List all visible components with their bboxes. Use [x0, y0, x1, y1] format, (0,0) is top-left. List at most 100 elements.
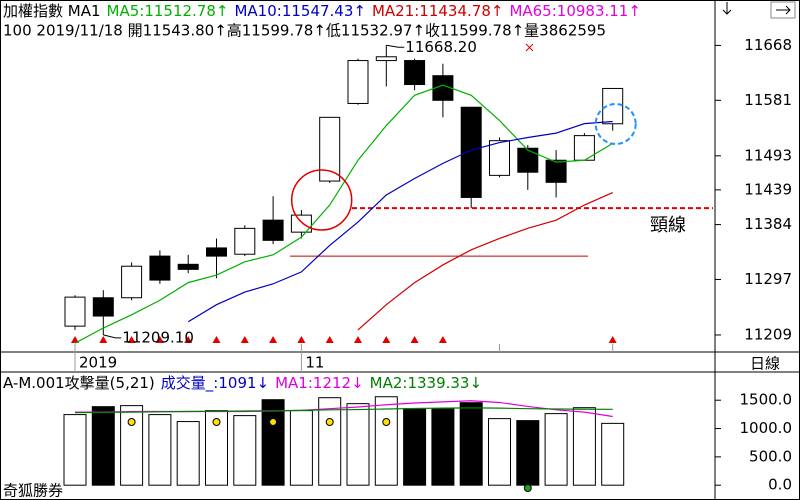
- volume-bar: [374, 396, 398, 486]
- candle-body: [347, 60, 369, 104]
- signal-dot: [325, 418, 334, 426]
- signal-marker: [99, 336, 108, 343]
- signal-marker: [155, 336, 164, 343]
- signal-marker: [354, 336, 362, 343]
- legend-entry: MA21:11434.78↑: [372, 2, 503, 20]
- y-tick-label: 1000.0: [740, 419, 793, 437]
- volume-bar: [431, 408, 455, 486]
- signal-dot: [382, 418, 391, 426]
- signal-marker: [212, 336, 221, 343]
- ma-line: [357, 191, 613, 331]
- signal-dot: [523, 484, 532, 492]
- signal-dot: [212, 418, 221, 426]
- signal-marker: [608, 336, 617, 343]
- volume-bar: [63, 414, 87, 486]
- signal-marker: [269, 336, 278, 343]
- annotation: 11209.10: [122, 328, 194, 346]
- volume-bar: [459, 402, 483, 486]
- scroll-icon[interactable]: [722, 1, 796, 19]
- signal-marker: [382, 336, 391, 343]
- candle-body: [121, 265, 143, 299]
- candle-body: [432, 75, 454, 101]
- y-tick-label: 11297: [744, 270, 792, 288]
- annotation-leader: [103, 334, 122, 339]
- candle-body: [262, 219, 284, 241]
- legend-entry: 成交量_:1091↓: [161, 374, 269, 393]
- candle-body: [177, 263, 199, 270]
- legend-entry: MA10:11547.43↑: [234, 2, 365, 20]
- candle-body: [92, 297, 114, 317]
- signal-marker: [127, 336, 136, 343]
- candle-body: [206, 247, 227, 257]
- annotation: 11668.20: [405, 38, 477, 56]
- volume-bar: [346, 403, 370, 486]
- y-tick-label: 11493: [744, 146, 792, 164]
- volume-bar: [403, 408, 427, 486]
- y-tick-label: 0.0: [768, 476, 792, 494]
- candle-body: [489, 140, 510, 176]
- candle-body: [290, 214, 312, 233]
- legend: MA5:11512.78↑ MA10:11547.43↑ MA21:11434.78…: [107, 2, 641, 20]
- volume-bar: [233, 415, 257, 486]
- legend-entry: MA5:11512.78↑: [107, 2, 229, 20]
- neckline-label: 頸線: [650, 215, 686, 236]
- candle-body: [149, 255, 171, 281]
- signal-dot: [269, 418, 278, 426]
- chart-subtitle: 100 2019/11/18 開11543.80↑高11599.78↑低1153…: [3, 22, 606, 40]
- footer: 奇狐勝券: [3, 482, 63, 500]
- legend-entry: MA1:1212↓: [275, 374, 364, 392]
- volume-bar: [318, 397, 342, 486]
- volume-bar: [572, 407, 596, 486]
- x-tick-label: 2019: [79, 354, 117, 372]
- candle-body: [460, 106, 482, 198]
- ma-line: [74, 84, 614, 344]
- candle-body: [234, 227, 256, 255]
- cross-marker: [525, 43, 534, 52]
- price-header: 加權指數 MA1 MA5:11512.78↑ MA10:11547.43↑ MA21:…: [3, 2, 641, 20]
- volume-bar: [148, 414, 172, 486]
- candle-body: [319, 116, 341, 182]
- volume-bar: [544, 413, 568, 486]
- signal-marker: [410, 336, 419, 343]
- signal-marker: [325, 336, 334, 343]
- ma-line: [187, 120, 613, 323]
- candle-body: [375, 56, 397, 62]
- volume-bar: [488, 418, 511, 486]
- period-label: 日線: [750, 355, 780, 373]
- y-tick-label: 11384: [744, 215, 792, 233]
- candle-body: [602, 87, 624, 125]
- candle-body: [64, 296, 86, 327]
- volume-bar: [516, 420, 540, 486]
- signal-marker: [297, 336, 306, 343]
- volume-bar: [91, 406, 115, 486]
- volume-bar: [289, 410, 313, 486]
- y-tick-label: 11209: [744, 325, 792, 343]
- x-tick-label: 11: [305, 354, 324, 372]
- volume-header: A-M.001攻擊量(5,21) 成交量_:1091↓ MA1:1212↓ MA2:1…: [3, 374, 482, 393]
- y-tick-label: 11439: [744, 180, 792, 198]
- signal-marker: [438, 336, 447, 343]
- y-tick-label: 1500.0: [740, 391, 793, 409]
- legend: 成交量_:1091↓ MA1:1212↓ MA2:1339.33↓: [161, 374, 482, 393]
- y-tick-label: 500.0: [749, 447, 792, 465]
- candle-body: [545, 159, 567, 183]
- candle-body: [404, 60, 426, 86]
- volume-bar: [120, 405, 144, 486]
- candle-body: [517, 147, 539, 173]
- legend-entry: MA2:1339.33↓: [370, 374, 482, 392]
- signal-dot: [127, 418, 136, 426]
- volume-ma-line: [74, 407, 613, 414]
- icon-arrow: [722, 2, 732, 15]
- legend-entry: MA65:10983.11↑: [509, 2, 640, 20]
- volume-bar: [176, 421, 200, 486]
- signal-marker: [184, 336, 193, 343]
- volume-bar: [601, 422, 625, 486]
- signal-marker: [71, 336, 79, 343]
- chart-title: A-M.001攻擊量(5,21): [3, 374, 155, 392]
- y-tick-label: 11581: [744, 91, 792, 109]
- signal-marker: [240, 336, 249, 343]
- highlight-circle: [290, 169, 353, 231]
- icon-arrow: [776, 5, 791, 15]
- y-tick-label: 11668: [744, 36, 792, 54]
